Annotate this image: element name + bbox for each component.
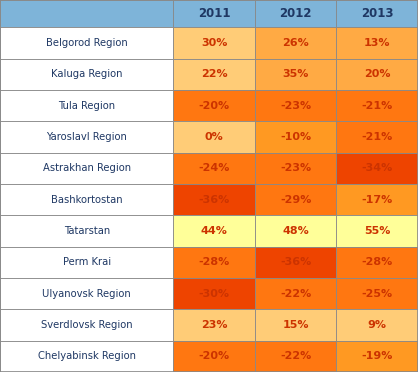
Text: -21%: -21%: [362, 132, 393, 142]
Bar: [173, 27, 255, 58]
Text: -20%: -20%: [199, 100, 230, 110]
Bar: [336, 58, 418, 90]
Text: -23%: -23%: [280, 163, 311, 173]
Text: -20%: -20%: [199, 351, 230, 361]
Bar: [0, 278, 173, 309]
Text: 30%: 30%: [201, 38, 227, 48]
Text: 35%: 35%: [283, 69, 309, 79]
Text: -22%: -22%: [280, 351, 311, 361]
Text: -19%: -19%: [362, 351, 393, 361]
Text: -25%: -25%: [362, 289, 393, 299]
Text: 20%: 20%: [364, 69, 390, 79]
Bar: [173, 121, 255, 153]
Bar: [255, 0, 336, 27]
Bar: [255, 278, 336, 309]
Text: -17%: -17%: [362, 195, 393, 205]
Bar: [0, 215, 173, 247]
Bar: [0, 58, 173, 90]
Text: -22%: -22%: [280, 289, 311, 299]
Text: Yaroslavl Region: Yaroslavl Region: [46, 132, 127, 142]
Bar: [336, 341, 418, 372]
Text: Kaluga Region: Kaluga Region: [51, 69, 122, 79]
Text: 13%: 13%: [364, 38, 390, 48]
Text: Perm Krai: Perm Krai: [63, 257, 111, 267]
Text: 23%: 23%: [201, 320, 227, 330]
Bar: [336, 278, 418, 309]
Bar: [173, 215, 255, 247]
Bar: [0, 184, 173, 215]
Bar: [0, 0, 173, 27]
Bar: [0, 247, 173, 278]
Bar: [173, 309, 255, 341]
Text: 55%: 55%: [364, 226, 390, 236]
Text: -21%: -21%: [362, 100, 393, 110]
Text: 9%: 9%: [368, 320, 387, 330]
Bar: [336, 27, 418, 58]
Text: 26%: 26%: [283, 38, 309, 48]
Bar: [173, 0, 255, 27]
Text: Bashkortostan: Bashkortostan: [51, 195, 122, 205]
Bar: [336, 215, 418, 247]
Text: 15%: 15%: [283, 320, 309, 330]
Text: -24%: -24%: [199, 163, 230, 173]
Text: -28%: -28%: [362, 257, 393, 267]
Bar: [336, 247, 418, 278]
Text: -29%: -29%: [280, 195, 311, 205]
Bar: [336, 0, 418, 27]
Text: Tatarstan: Tatarstan: [64, 226, 110, 236]
Text: 22%: 22%: [201, 69, 227, 79]
Bar: [255, 153, 336, 184]
Text: 2013: 2013: [361, 7, 393, 20]
Bar: [173, 184, 255, 215]
Text: Ulyanovsk Region: Ulyanovsk Region: [42, 289, 131, 299]
Text: -36%: -36%: [199, 195, 230, 205]
Bar: [0, 309, 173, 341]
Bar: [0, 90, 173, 121]
Text: Chelyabinsk Region: Chelyabinsk Region: [38, 351, 136, 361]
Text: -28%: -28%: [199, 257, 230, 267]
Bar: [255, 90, 336, 121]
Bar: [173, 341, 255, 372]
Text: Tula Region: Tula Region: [58, 100, 115, 110]
Bar: [173, 90, 255, 121]
Bar: [0, 341, 173, 372]
Bar: [0, 121, 173, 153]
Bar: [255, 247, 336, 278]
Text: 2011: 2011: [198, 7, 230, 20]
Bar: [336, 90, 418, 121]
Text: 48%: 48%: [283, 226, 309, 236]
Bar: [336, 153, 418, 184]
Bar: [0, 27, 173, 58]
Bar: [255, 27, 336, 58]
Text: 0%: 0%: [205, 132, 224, 142]
Text: -34%: -34%: [362, 163, 393, 173]
Text: Belgorod Region: Belgorod Region: [46, 38, 127, 48]
Bar: [173, 278, 255, 309]
Text: -10%: -10%: [280, 132, 311, 142]
Bar: [255, 121, 336, 153]
Text: 2012: 2012: [280, 7, 312, 20]
Bar: [255, 215, 336, 247]
Bar: [255, 309, 336, 341]
Bar: [173, 58, 255, 90]
Bar: [255, 184, 336, 215]
Bar: [336, 184, 418, 215]
Text: -36%: -36%: [280, 257, 311, 267]
Text: Astrakhan Region: Astrakhan Region: [43, 163, 131, 173]
Bar: [336, 121, 418, 153]
Text: -23%: -23%: [280, 100, 311, 110]
Bar: [173, 247, 255, 278]
Text: 44%: 44%: [201, 226, 228, 236]
Text: Sverdlovsk Region: Sverdlovsk Region: [41, 320, 133, 330]
Bar: [255, 58, 336, 90]
Bar: [0, 153, 173, 184]
Text: -30%: -30%: [199, 289, 230, 299]
Bar: [336, 309, 418, 341]
Bar: [255, 341, 336, 372]
Bar: [173, 153, 255, 184]
